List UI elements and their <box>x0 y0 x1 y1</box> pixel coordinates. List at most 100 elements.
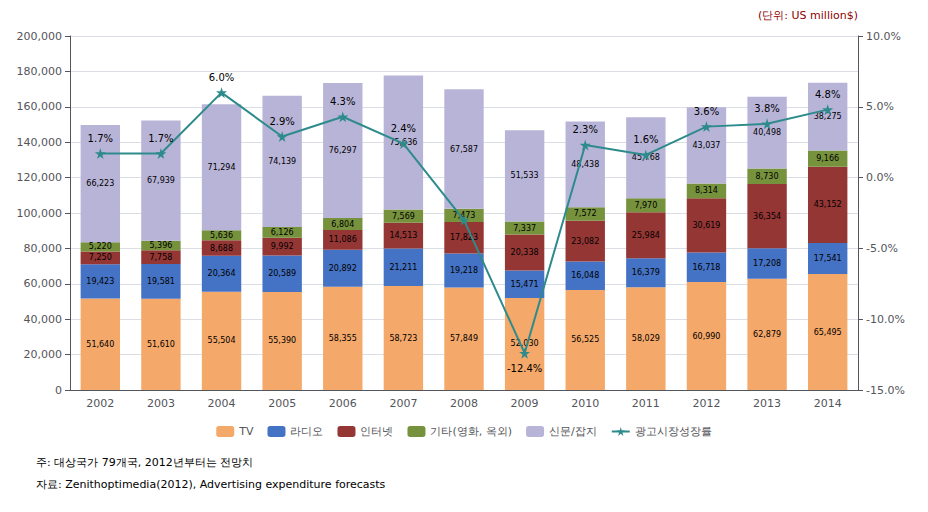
svg-text:51,610: 51,610 <box>147 340 175 349</box>
svg-text:23,082: 23,082 <box>571 237 599 246</box>
svg-text:20,892: 20,892 <box>329 264 357 273</box>
svg-text:8,730: 8,730 <box>756 172 779 181</box>
svg-text:200,000: 200,000 <box>17 30 63 43</box>
svg-text:100,000: 100,000 <box>17 207 63 220</box>
svg-text:140,000: 140,000 <box>17 136 63 149</box>
svg-text:48,438: 48,438 <box>571 160 599 169</box>
svg-text:76,297: 76,297 <box>329 146 357 155</box>
svg-text:주: 대상국가 79개국, 2012년부터는 전망치: 주: 대상국가 79개국, 2012년부터는 전망치 <box>36 456 253 469</box>
svg-text:2005: 2005 <box>268 397 296 410</box>
svg-text:16,718: 16,718 <box>692 263 720 272</box>
svg-text:2012: 2012 <box>692 397 720 410</box>
svg-text:7,250: 7,250 <box>89 253 112 262</box>
svg-text:2008: 2008 <box>450 397 478 410</box>
svg-text:10.0%: 10.0% <box>866 30 901 43</box>
svg-text:인터넷: 인터넷 <box>360 425 393 438</box>
svg-text:58,355: 58,355 <box>329 334 357 343</box>
svg-text:20,364: 20,364 <box>208 269 236 278</box>
svg-text:신문/잡지: 신문/잡지 <box>549 425 597 438</box>
svg-text:2009: 2009 <box>511 397 539 410</box>
svg-text:7,572: 7,572 <box>574 209 597 218</box>
svg-text:2007: 2007 <box>389 397 417 410</box>
svg-text:25,984: 25,984 <box>632 231 660 240</box>
svg-text:5,636: 5,636 <box>210 231 233 240</box>
svg-text:16,379: 16,379 <box>632 268 660 277</box>
svg-text:38,275: 38,275 <box>814 112 842 121</box>
svg-text:4.3%: 4.3% <box>330 96 355 107</box>
svg-text:2004: 2004 <box>208 397 236 410</box>
svg-text:(단위: US million$): (단위: US million$) <box>758 9 858 22</box>
svg-text:43,152: 43,152 <box>814 200 842 209</box>
svg-text:21,211: 21,211 <box>389 263 417 272</box>
svg-text:7,970: 7,970 <box>634 201 657 210</box>
svg-text:16,048: 16,048 <box>571 271 599 280</box>
svg-text:1.6%: 1.6% <box>633 134 658 145</box>
svg-text:7,758: 7,758 <box>149 253 172 262</box>
svg-text:120,000: 120,000 <box>17 171 63 184</box>
svg-text:7,337: 7,337 <box>513 224 536 233</box>
svg-text:2010: 2010 <box>571 397 599 410</box>
svg-text:20,338: 20,338 <box>511 248 539 257</box>
svg-text:51,533: 51,533 <box>511 171 539 180</box>
svg-text:57,849: 57,849 <box>450 334 478 343</box>
svg-text:60,000: 60,000 <box>24 277 63 290</box>
svg-text:40,498: 40,498 <box>753 128 781 137</box>
svg-text:7,569: 7,569 <box>392 212 415 221</box>
svg-text:58,723: 58,723 <box>389 334 417 343</box>
svg-text:1.7%: 1.7% <box>88 133 113 144</box>
svg-text:67,587: 67,587 <box>450 145 478 154</box>
svg-text:9,992: 9,992 <box>271 242 294 251</box>
svg-text:180,000: 180,000 <box>17 65 63 78</box>
svg-text:2.9%: 2.9% <box>269 116 294 127</box>
svg-text:52,030: 52,030 <box>511 339 539 348</box>
svg-text:36,354: 36,354 <box>753 212 781 221</box>
svg-text:19,218: 19,218 <box>450 266 478 275</box>
svg-text:2011: 2011 <box>632 397 660 410</box>
svg-text:20,000: 20,000 <box>24 348 63 361</box>
svg-text:6,126: 6,126 <box>271 228 294 237</box>
svg-text:3.6%: 3.6% <box>694 106 719 117</box>
svg-text:56,525: 56,525 <box>571 335 599 344</box>
svg-text:-15.0%: -15.0% <box>866 384 905 397</box>
svg-text:2.3%: 2.3% <box>573 124 598 135</box>
svg-text:8,314: 8,314 <box>695 186 718 195</box>
svg-text:51,640: 51,640 <box>86 340 114 349</box>
svg-text:55,504: 55,504 <box>208 336 236 345</box>
svg-text:자료: Zenithoptimedia(2012), Adv: 자료: Zenithoptimedia(2012), Advertising e… <box>36 478 386 491</box>
svg-text:2006: 2006 <box>329 397 357 410</box>
svg-text:0.0%: 0.0% <box>866 171 894 184</box>
svg-text:20,589: 20,589 <box>268 269 296 278</box>
svg-text:기타(영화, 옥외): 기타(영화, 옥외) <box>430 425 512 438</box>
svg-text:1.7%: 1.7% <box>148 133 173 144</box>
svg-text:3.8%: 3.8% <box>754 103 779 114</box>
svg-text:11,086: 11,086 <box>329 235 357 244</box>
svg-text:2003: 2003 <box>147 397 175 410</box>
svg-text:2013: 2013 <box>753 397 781 410</box>
svg-text:광고시장성장률: 광고시장성장률 <box>635 425 712 438</box>
svg-text:8,688: 8,688 <box>210 244 233 253</box>
svg-text:-5.0%: -5.0% <box>866 242 898 255</box>
svg-text:71,294: 71,294 <box>208 163 236 172</box>
svg-text:15,471: 15,471 <box>511 280 539 289</box>
svg-text:40,000: 40,000 <box>24 313 63 326</box>
svg-text:6.0%: 6.0% <box>209 72 234 83</box>
svg-text:-12.4%: -12.4% <box>507 363 542 374</box>
svg-text:14,513: 14,513 <box>389 231 417 240</box>
svg-text:2014: 2014 <box>814 397 842 410</box>
svg-text:80,000: 80,000 <box>24 242 63 255</box>
svg-text:17,208: 17,208 <box>753 259 781 268</box>
svg-text:19,581: 19,581 <box>147 277 175 286</box>
svg-text:9,166: 9,166 <box>816 154 839 163</box>
svg-text:74,139: 74,139 <box>268 157 296 166</box>
svg-text:-10.0%: -10.0% <box>866 313 905 326</box>
svg-text:43,037: 43,037 <box>692 141 720 150</box>
svg-text:2002: 2002 <box>86 397 114 410</box>
svg-text:19,423: 19,423 <box>86 277 114 286</box>
svg-text:6,804: 6,804 <box>331 220 354 229</box>
svg-text:17,541: 17,541 <box>814 254 842 263</box>
svg-text:5,396: 5,396 <box>149 241 172 250</box>
svg-text:2.4%: 2.4% <box>391 123 416 134</box>
svg-text:160,000: 160,000 <box>17 100 63 113</box>
svg-text:30,619: 30,619 <box>692 221 720 230</box>
svg-text:0: 0 <box>55 384 62 397</box>
